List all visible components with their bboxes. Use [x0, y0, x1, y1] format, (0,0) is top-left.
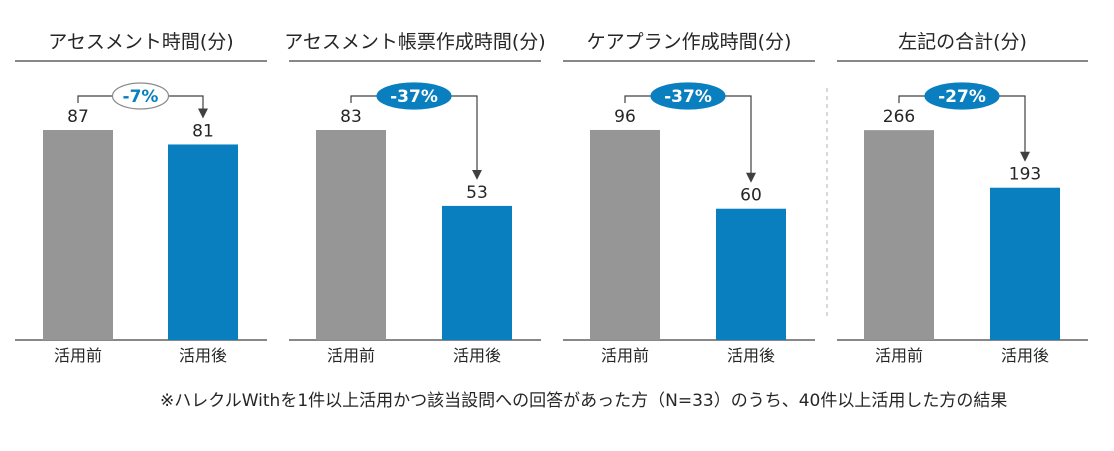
data-label: 96: [614, 107, 636, 127]
change-percent: -37%: [664, 87, 712, 107]
chart-title: 左記の合計(分): [898, 31, 1027, 53]
category-label: 活用後: [1001, 346, 1049, 365]
data-label: 83: [340, 107, 362, 127]
category-label: 活用前: [875, 346, 923, 365]
chart-title: ケアプラン作成時間(分): [587, 31, 792, 53]
bar-before: [590, 129, 660, 340]
category-label: 活用前: [601, 346, 649, 365]
category-label: 活用後: [453, 346, 501, 365]
change-badge: [650, 82, 726, 110]
bar-before: [316, 130, 386, 340]
category-label: 活用前: [327, 346, 375, 365]
data-label: 60: [740, 186, 762, 206]
change-percent: -7%: [123, 87, 159, 107]
data-label: 81: [192, 121, 214, 141]
category-label: 活用前: [54, 346, 102, 365]
data-label: 266: [883, 107, 915, 127]
bar-before: [43, 129, 113, 340]
chart-title: アセスメント帳票作成時間(分): [284, 31, 545, 53]
footnote: ※ハレクルWithを1件以上活用かつ該当設問への回答があった方（N=33）のうち…: [160, 391, 1008, 411]
change-percent: -27%: [938, 87, 986, 107]
bar-after: [442, 205, 512, 340]
category-label: 活用後: [727, 346, 775, 365]
bar-after: [168, 144, 238, 340]
category-label: 活用後: [179, 346, 227, 365]
change-badge: [376, 82, 452, 110]
chart-title: アセスメント時間(分): [48, 31, 233, 53]
data-label: 87: [67, 107, 89, 127]
bar-after: [990, 187, 1060, 340]
bar-before: [864, 130, 934, 340]
data-label: 53: [466, 183, 488, 203]
change-percent: -37%: [390, 87, 438, 107]
bar-after: [716, 208, 786, 340]
change-badge: [111, 82, 170, 110]
data-label: 193: [1009, 165, 1041, 185]
change-badge: [924, 82, 1000, 110]
